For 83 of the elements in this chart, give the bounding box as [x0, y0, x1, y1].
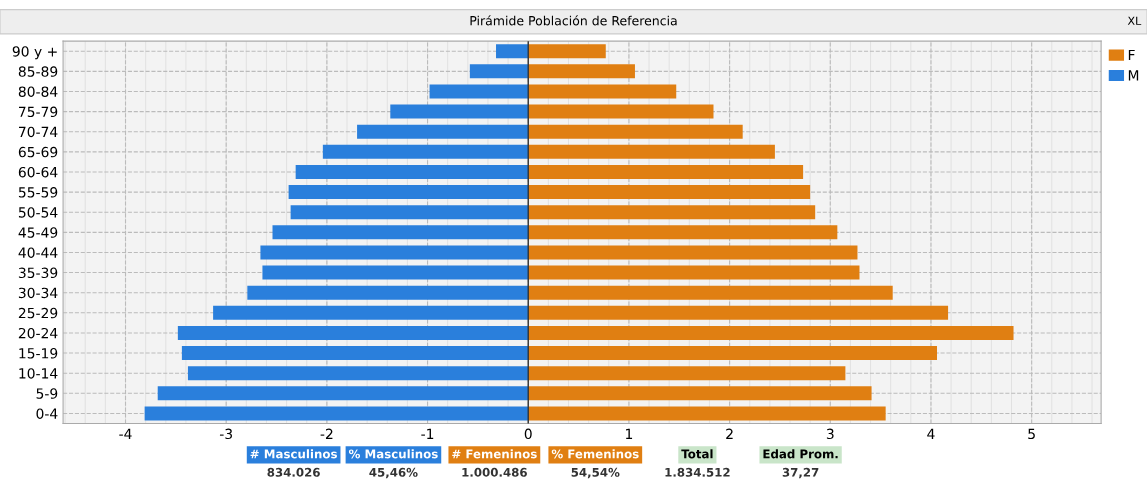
x-tick-label: 2 — [726, 428, 733, 439]
y-tick-label: 50-54 — [18, 207, 58, 218]
y-tick-label: 30-34 — [18, 287, 58, 299]
text: 834.026 — [267, 467, 320, 477]
bar — [260, 245, 529, 260]
bar — [528, 285, 893, 300]
legend-label: F — [1128, 49, 1135, 61]
bar — [181, 346, 529, 361]
bar — [528, 265, 860, 280]
x-tick-label: -3 — [219, 428, 232, 440]
bar — [187, 366, 529, 381]
bar — [528, 64, 635, 79]
bar — [528, 325, 1014, 340]
bar — [295, 164, 529, 179]
y-tick-label: 60-64 — [18, 166, 58, 178]
bar — [262, 265, 529, 280]
text: # Masculinos — [250, 449, 337, 459]
bar — [528, 164, 804, 179]
bar — [528, 386, 872, 401]
chart-title: Pirámide Población de Referencia — [470, 15, 677, 26]
text: % Femeninos — [551, 449, 639, 459]
text: 1.834.512 — [665, 467, 730, 477]
bar — [469, 64, 529, 79]
x-tick-label: -4 — [119, 428, 132, 439]
bar — [177, 325, 529, 340]
bar — [247, 285, 529, 300]
y-tick-label: 15-19 — [19, 348, 58, 359]
text: Edad Prom. — [763, 449, 838, 459]
bar — [528, 225, 838, 240]
bar — [144, 406, 529, 421]
bar — [528, 44, 606, 59]
y-tick-label: 75-79 — [19, 106, 58, 118]
x-tick-label: -2 — [320, 428, 333, 439]
x-tick-label: 3 — [826, 428, 834, 440]
text: 37,27 — [782, 467, 819, 479]
x-tick-label: 0 — [524, 428, 532, 440]
y-tick-label: 40-44 — [18, 247, 58, 258]
bar — [322, 144, 529, 159]
x-tick-label: 1 — [626, 428, 633, 439]
legend-label: M — [1128, 70, 1139, 81]
y-tick-label: 85-89 — [18, 66, 58, 77]
y-tick-label: 10-14 — [19, 368, 58, 379]
text: % Masculinos — [348, 449, 438, 459]
bar — [288, 185, 529, 200]
x-tick-label: -1 — [421, 428, 434, 439]
bar — [157, 386, 529, 401]
bar — [528, 245, 858, 260]
y-tick-label: 55-59 — [18, 187, 58, 198]
x-tick-label: 4 — [927, 428, 935, 439]
x-tick-label: 5 — [1028, 428, 1035, 440]
text: XL — [1127, 16, 1142, 25]
bar — [272, 225, 529, 240]
y-tick-label: 65-69 — [18, 146, 58, 158]
text: 1.000.486 — [462, 467, 527, 477]
bar — [528, 185, 811, 200]
bar — [528, 104, 714, 119]
y-tick-label: 70-74 — [19, 126, 58, 138]
bar — [528, 205, 816, 220]
y-tick-label: 35-39 — [18, 267, 58, 279]
bar — [528, 84, 677, 99]
bar — [528, 406, 886, 421]
text: 45,46% — [369, 467, 418, 479]
bar — [357, 124, 529, 139]
bar — [390, 104, 529, 119]
text: # Femeninos — [452, 449, 537, 459]
bar — [528, 366, 846, 381]
bar — [528, 144, 775, 159]
text: Total — [681, 449, 713, 459]
bar — [496, 44, 529, 59]
y-tick-label: 5-9 — [36, 388, 58, 399]
bar — [290, 205, 529, 220]
bar — [528, 124, 743, 139]
y-tick-label: 45-49 — [18, 227, 58, 238]
text: 54,54% — [571, 467, 620, 479]
bar — [528, 346, 938, 361]
y-tick-label: 90 y + — [12, 46, 57, 60]
bar — [429, 84, 529, 99]
y-tick-label: 25-29 — [18, 307, 58, 319]
y-tick-label: 0-4 — [36, 408, 58, 419]
bar — [213, 305, 529, 320]
y-tick-label: 20-24 — [18, 327, 58, 339]
bar — [528, 305, 949, 320]
y-tick-label: 80-84 — [18, 86, 58, 97]
